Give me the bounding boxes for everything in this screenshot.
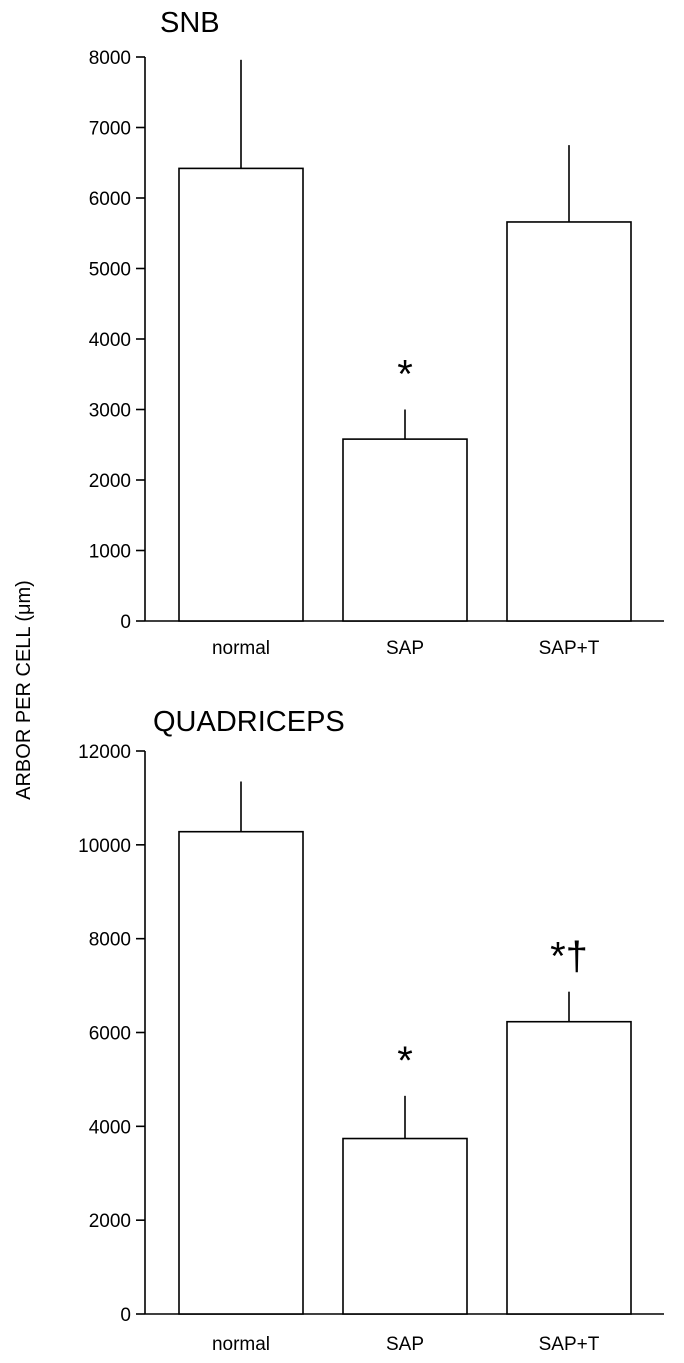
snb-y-tick-label-2: 2000	[89, 471, 131, 492]
snb-title: SNB	[160, 7, 220, 39]
snb-category-label-0: normal	[212, 638, 270, 659]
quadriceps-category-label-2: SAP+T	[539, 1334, 600, 1355]
quadriceps-y-tick-label-4: 8000	[89, 930, 131, 951]
snb-y-tick-label-7: 7000	[89, 119, 131, 140]
quadriceps-y-tick-label-6: 12000	[78, 742, 131, 763]
quadriceps-y-tick-label-0: 0	[120, 1305, 131, 1326]
snb-y-tick-label-1: 1000	[89, 542, 131, 563]
snb-significance-marker-1: *	[397, 353, 413, 397]
snb-y-tick-label-8: 8000	[89, 48, 131, 69]
snb-y-tick-label-6: 6000	[89, 189, 131, 210]
quadriceps-significance-marker-1: *	[397, 1039, 413, 1083]
snb-y-tick-label-5: 5000	[89, 260, 131, 281]
y-axis-label: ARBOR PER CELL (μm)	[13, 580, 35, 800]
snb-category-label-2: SAP+T	[539, 638, 600, 659]
quadriceps-y-tick-label-3: 6000	[89, 1024, 131, 1045]
snb-category-label-1: SAP	[386, 638, 424, 659]
snb-bar-sap-t	[506, 221, 632, 622]
quadriceps-y-tick-label-5: 10000	[78, 836, 131, 857]
quadriceps-bar-normal	[178, 830, 304, 1315]
snb-bar-sap	[342, 438, 468, 622]
snb-y-tick-label-3: 3000	[89, 401, 131, 422]
quadriceps-category-label-0: normal	[212, 1334, 270, 1355]
snb-y-tick-label-4: 4000	[89, 330, 131, 351]
quadriceps-title: QUADRICEPS	[153, 706, 345, 738]
quadriceps-y-tick-label-1: 2000	[89, 1211, 131, 1232]
snb-panel: SNB 0 1000 2000 3000 4000 5000 6000 7000 8000 nor…	[89, 7, 664, 659]
quadriceps-y-tick-label-2: 4000	[89, 1117, 131, 1138]
snb-y-tick-label-0: 0	[120, 612, 131, 633]
snb-bar-normal	[178, 167, 304, 622]
quadriceps-significance-marker-2: *†	[550, 935, 588, 979]
quadriceps-bar-sap	[342, 1137, 468, 1315]
quadriceps-category-label-1: SAP	[386, 1334, 424, 1355]
quadriceps-bar-sap-t	[506, 1020, 632, 1315]
quadriceps-panel: QUADRICEPS 0 2000 4000 6000 8000 10000 12000 no…	[78, 706, 664, 1355]
